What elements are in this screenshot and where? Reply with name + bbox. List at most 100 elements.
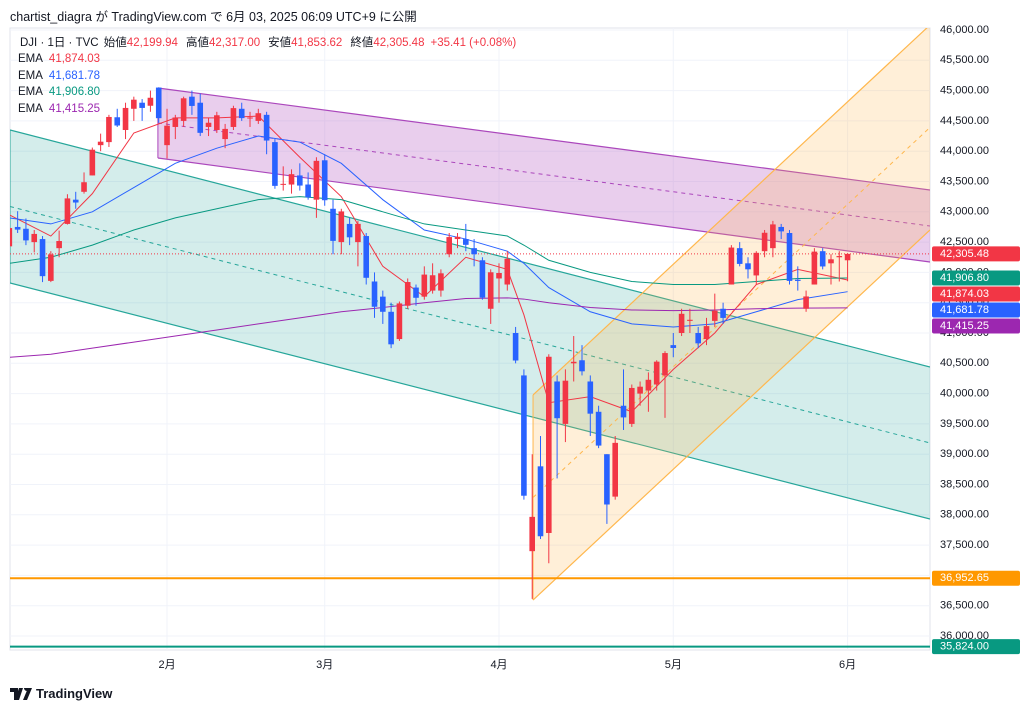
legend: EMA 41,874.03 EMA 41,681.78 EMA 41,906.80 EMA 4… xyxy=(18,51,100,117)
candle-body xyxy=(56,241,62,249)
ohlc-value: 41,853.62 xyxy=(291,37,343,49)
ohlc-label: 始値 xyxy=(103,37,127,49)
candle-body xyxy=(321,160,328,201)
legend-entry: EMA 41,874.03 xyxy=(18,51,100,68)
candle-body xyxy=(711,310,718,321)
candle-body xyxy=(695,333,701,344)
x-tick-label: 3月 xyxy=(316,659,333,671)
candle-body xyxy=(504,258,511,285)
legend-value: 41,906.80 xyxy=(48,86,101,98)
price-badge-label: 36,952.65 xyxy=(940,572,989,584)
candle-body xyxy=(595,411,602,446)
candle-body xyxy=(761,232,768,252)
legend-value: 41,415.25 xyxy=(48,102,101,115)
candle-body xyxy=(844,253,851,261)
price-badge xyxy=(932,286,1020,302)
candle-body xyxy=(778,226,784,232)
candle-body xyxy=(172,117,179,127)
candle-body xyxy=(263,114,270,141)
candle-body xyxy=(662,353,668,376)
price-badge-label: 42,305.48 xyxy=(940,248,989,260)
ohlc-value: 42,199.94 xyxy=(126,37,178,49)
candle-body xyxy=(811,251,818,285)
ema-line xyxy=(10,135,848,328)
price-badge-label: 41,906.80 xyxy=(940,272,989,284)
candle-body xyxy=(463,239,469,245)
candle-body xyxy=(197,102,204,133)
candle-body xyxy=(222,128,228,140)
candle-body xyxy=(413,287,419,298)
channel-lower xyxy=(532,229,930,601)
candle-body xyxy=(645,379,652,391)
candle-body xyxy=(164,125,170,146)
caption: chartist_diagra が TradingView.com で 6月 0… xyxy=(10,10,417,24)
candle-body xyxy=(155,87,162,119)
y-tick-label: 38,000.00 xyxy=(940,509,989,521)
ema-line xyxy=(10,297,848,358)
symbol: DJI · 1日 · TVC xyxy=(20,37,99,49)
price-badge xyxy=(932,302,1020,318)
candle-body xyxy=(496,273,502,279)
ohlc-label: 高値 xyxy=(185,37,209,49)
candle-body xyxy=(64,198,71,224)
y-tick-label: 36,000.00 xyxy=(940,630,989,642)
y-tick-label: 39,000.00 xyxy=(940,448,989,460)
candle-body xyxy=(114,117,121,126)
price-badge-label: 41,874.03 xyxy=(940,288,989,300)
candle-body xyxy=(803,296,809,309)
candle-body xyxy=(180,98,187,121)
logo xyxy=(10,687,32,700)
candle-body xyxy=(687,319,693,321)
candle-body xyxy=(678,313,685,334)
candle-body xyxy=(537,466,544,537)
candle-body xyxy=(512,333,519,361)
candle-body xyxy=(487,272,494,309)
y-tick-label: 46,000.00 xyxy=(940,24,989,36)
price-badge xyxy=(932,639,1020,655)
candle-body xyxy=(579,360,585,372)
y-tick-label: 44,000.00 xyxy=(940,145,989,157)
candle-body xyxy=(338,211,345,243)
candle-body xyxy=(637,386,643,394)
axes: 36,000.0036,500.0037,000.0037,500.0038,0… xyxy=(158,24,1020,671)
candle-body xyxy=(147,97,154,106)
candle-body xyxy=(81,182,87,192)
x-tick-label: 2月 xyxy=(158,659,175,671)
legend-entry: EMA 41,906.80 xyxy=(18,84,100,101)
legend-name: EMA xyxy=(18,69,43,82)
candle-body xyxy=(628,387,635,424)
ohlc-label: 安値 xyxy=(268,37,292,49)
candle-body xyxy=(39,239,46,277)
candle-body xyxy=(770,224,776,249)
channel-lower xyxy=(10,282,930,520)
price-badge-label: 41,415.25 xyxy=(940,320,989,332)
candle-body xyxy=(786,233,793,281)
y-tick-label: 36,500.00 xyxy=(940,600,989,612)
candle-body xyxy=(31,233,38,243)
candle-body xyxy=(794,279,801,281)
channel-upper xyxy=(157,87,930,191)
candle-body xyxy=(653,361,660,385)
candle-body xyxy=(255,113,262,121)
candle-body xyxy=(89,149,96,176)
y-tick-label: 45,000.00 xyxy=(940,85,989,97)
candle-body xyxy=(238,108,245,119)
y-tick-label: 40,000.00 xyxy=(940,388,989,400)
candle-body xyxy=(355,223,361,243)
x-tick-label: 4月 xyxy=(490,659,507,671)
candle-body xyxy=(745,263,751,270)
candle-body xyxy=(836,256,843,258)
candle-body xyxy=(720,308,726,318)
candle-body xyxy=(753,252,760,276)
candle-body xyxy=(247,117,253,119)
candle-body xyxy=(438,273,444,291)
channel-mid xyxy=(10,206,930,444)
plot-frame xyxy=(9,27,931,651)
plot-area xyxy=(10,28,930,648)
y-tick-label: 44,500.00 xyxy=(940,115,989,127)
candle-body xyxy=(280,183,287,185)
candle-body xyxy=(23,228,29,241)
candle-body xyxy=(330,208,336,241)
candle-body xyxy=(139,102,145,108)
